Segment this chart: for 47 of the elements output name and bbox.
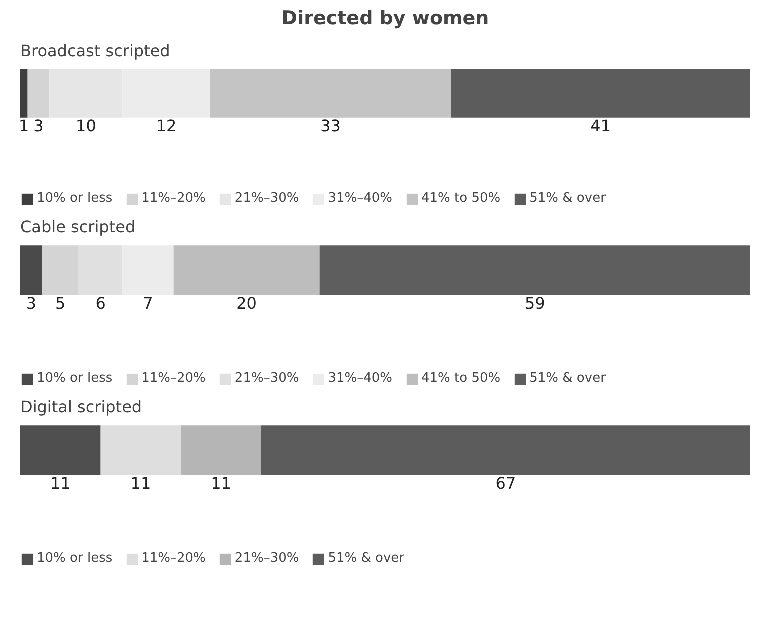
data-label: 10 bbox=[76, 116, 96, 136]
data-label: 11 bbox=[130, 474, 152, 494]
legend-label: 21%–30% bbox=[234, 371, 300, 386]
bar bbox=[20, 246, 42, 296]
legend-label: 11%–20% bbox=[142, 371, 206, 386]
data-label: 59 bbox=[524, 294, 546, 314]
data-label: 1 bbox=[19, 116, 30, 136]
chart-title: Directed by women bbox=[282, 8, 490, 30]
bar bbox=[20, 70, 28, 118]
chart-subtitle: Cable scripted bbox=[20, 218, 136, 236]
legend-label: 51% & over bbox=[328, 551, 405, 566]
bar bbox=[320, 246, 750, 296]
legend-label: 41% to 50% bbox=[422, 371, 501, 386]
bar bbox=[20, 426, 101, 476]
bar bbox=[100, 426, 182, 476]
legend-label: 21%–30% bbox=[234, 551, 300, 566]
bar bbox=[451, 70, 750, 118]
data-label: 11 bbox=[211, 474, 232, 494]
legend-label: 10% or less bbox=[37, 191, 113, 206]
bar bbox=[174, 246, 320, 296]
bar bbox=[210, 70, 452, 118]
data-label: 5 bbox=[56, 294, 66, 314]
data-label: 3 bbox=[26, 294, 37, 314]
data-label: 7 bbox=[143, 294, 154, 314]
legend-label: 31%–40% bbox=[328, 371, 393, 386]
legend-label: 11%–20% bbox=[142, 551, 206, 566]
legend-label: 31%–40% bbox=[328, 191, 393, 206]
chart-subtitle: Digital scripted bbox=[20, 398, 142, 416]
bar bbox=[261, 426, 750, 476]
legend-label: 21%–30% bbox=[234, 191, 300, 206]
legend-label: 10% or less bbox=[37, 551, 113, 566]
bar bbox=[181, 426, 262, 476]
legend-label: 51% & over bbox=[530, 371, 606, 386]
data-label: 11 bbox=[50, 474, 71, 494]
legend-label: 51% & over bbox=[530, 191, 606, 206]
data-label: 6 bbox=[96, 294, 106, 314]
bar bbox=[28, 70, 50, 118]
data-label: 3 bbox=[34, 116, 44, 136]
data-label: 67 bbox=[496, 474, 516, 494]
data-label: 33 bbox=[320, 116, 341, 136]
data-label: 20 bbox=[236, 294, 257, 314]
legend-label: 41% to 50% bbox=[422, 191, 501, 206]
data-label: 12 bbox=[156, 116, 177, 136]
data-label: 41 bbox=[590, 116, 612, 136]
chart-subtitle: Broadcast scripted bbox=[20, 42, 170, 60]
legend-label: 11%–20% bbox=[142, 191, 206, 206]
legend-label: 10% or less bbox=[37, 371, 113, 386]
